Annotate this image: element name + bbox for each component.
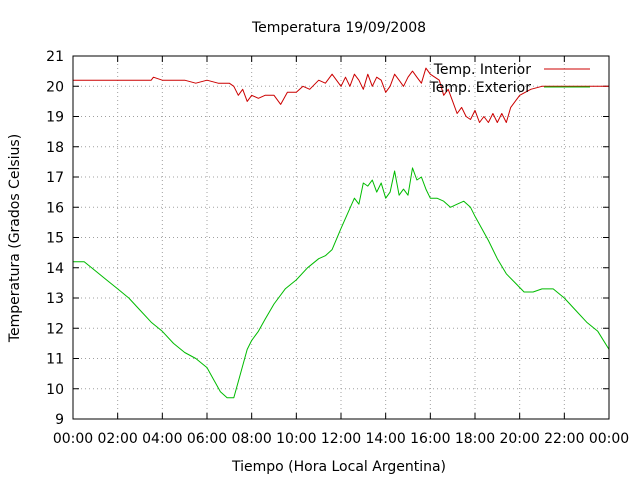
y-tick-label: 20 (46, 79, 64, 95)
x-tick-label: 08:00 (231, 431, 271, 447)
y-tick-label: 16 (46, 200, 64, 216)
y-axis-label: Temperatura (Grados Celsius) (7, 134, 23, 343)
x-tick-label: 14:00 (365, 431, 405, 447)
y-tick-label: 17 (46, 170, 64, 186)
x-tick-label: 02:00 (97, 431, 137, 447)
y-tick-label: 21 (46, 49, 64, 65)
y-tick-label: 19 (46, 110, 64, 126)
x-tick-label: 20:00 (499, 431, 539, 447)
legend-label: Temp. Exterior (429, 80, 532, 96)
x-axis-label: Tiempo (Hora Local Argentina) (231, 459, 446, 475)
data-series (73, 67, 610, 399)
y-tick-label: 11 (46, 352, 64, 368)
x-tick-label: 06:00 (187, 431, 227, 447)
y-tick-label: 10 (46, 382, 64, 398)
x-tick-label: 00:00 (589, 431, 629, 447)
x-tick-label: 00:00 (53, 431, 93, 447)
y-tick-label: 9 (55, 412, 64, 428)
legend-label: Temp. Interior (433, 62, 532, 78)
plot-frame (72, 55, 610, 420)
y-tick-label: 13 (46, 291, 64, 307)
x-tick-label: 12:00 (321, 431, 361, 447)
x-tick-label: 10:00 (276, 431, 316, 447)
y-tick-label: 18 (46, 140, 64, 156)
x-tick-label: 18:00 (455, 431, 495, 447)
x-tick-label: 04:00 (142, 431, 182, 447)
x-tick-label: 16:00 (410, 431, 450, 447)
series-line-interior (73, 67, 609, 123)
x-tick-label: 22:00 (544, 431, 584, 447)
y-tick-label: 14 (46, 261, 64, 277)
series-line-exterior (73, 167, 610, 399)
y-axis-ticks: 9 10 11 12 13 14 15 16 17 18 19 20 21 (46, 49, 609, 428)
legend: Temp. Interior Temp. Exterior (429, 62, 590, 96)
x-axis-ticks: 00:00 02:00 04:00 06:00 08:00 10:00 12:00 14:00… (53, 56, 629, 447)
y-tick-label: 12 (46, 321, 64, 337)
y-tick-label: 15 (46, 231, 64, 247)
chart-title: Temperatura 19/09/2008 (251, 20, 426, 36)
grid-lines (73, 56, 609, 419)
